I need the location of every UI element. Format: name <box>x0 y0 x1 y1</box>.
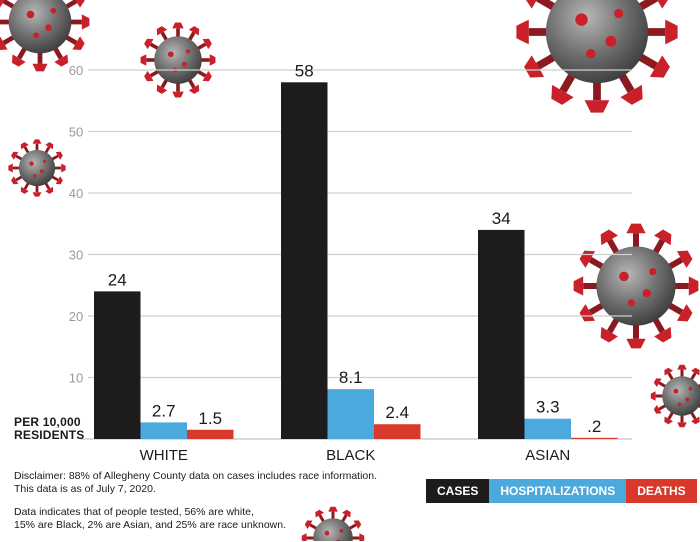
legend-deaths: DEATHS <box>626 479 697 503</box>
disclaimer: Disclaimer: 88% of Allegheny County data… <box>14 470 378 495</box>
y-tick-label: 20 <box>69 309 83 324</box>
bar-deaths <box>187 429 234 439</box>
coronavirus-icon <box>651 365 700 427</box>
bar-cases <box>281 82 328 440</box>
bars <box>94 82 618 440</box>
coronavirus-icon <box>574 224 699 349</box>
value-labels: 24 2.7 1.5 58 8.1 2.4 34 3.3 .2 <box>108 61 602 435</box>
coronavirus-icon <box>141 23 216 98</box>
category-label: BLACK <box>326 447 375 464</box>
y-tick-label: 60 <box>69 63 83 78</box>
bar-cases <box>94 291 141 439</box>
coronavirus-icon <box>0 0 89 71</box>
footnotes: Disclaimer: 88% of Allegheny County data… <box>14 470 394 542</box>
bar-hospitalizations <box>140 422 187 439</box>
value-label: .2 <box>587 417 601 436</box>
value-label: 24 <box>108 270 127 289</box>
legend: CASES HOSPITALIZATIONS DEATHS <box>426 479 697 503</box>
bar-hospitalizations <box>524 418 571 439</box>
bar-deaths <box>571 437 618 439</box>
value-label: 8.1 <box>339 368 363 387</box>
y-tick-label: 40 <box>69 186 83 201</box>
legend-cases: CASES <box>426 479 490 503</box>
value-label: 2.4 <box>385 403 409 422</box>
category-label: ASIAN <box>525 447 570 464</box>
value-label: 34 <box>492 209 511 228</box>
y-tick-label: 10 <box>69 371 83 386</box>
y-axis-label: PER 10,000 RESIDENTS <box>14 415 85 442</box>
category-labels: WHITE BLACK ASIAN <box>140 447 571 464</box>
coronavirus-icon <box>8 139 65 196</box>
testing-note: Data indicates that of people tested, 56… <box>14 506 286 531</box>
bar-deaths <box>374 424 421 439</box>
bar-hospitalizations <box>327 389 374 439</box>
value-label: 1.5 <box>198 409 222 428</box>
bar-cases <box>478 229 525 439</box>
value-label: 58 <box>295 61 314 80</box>
y-tick-labels: 10 20 30 40 50 60 <box>69 63 83 386</box>
value-label: 2.7 <box>152 401 176 420</box>
legend-hospitalizations: HOSPITALIZATIONS <box>489 479 627 503</box>
category-label: WHITE <box>140 447 188 464</box>
y-tick-label: 30 <box>69 248 83 263</box>
y-tick-label: 50 <box>69 125 83 140</box>
value-label: 3.3 <box>536 398 560 417</box>
coronavirus-icon <box>516 0 677 113</box>
